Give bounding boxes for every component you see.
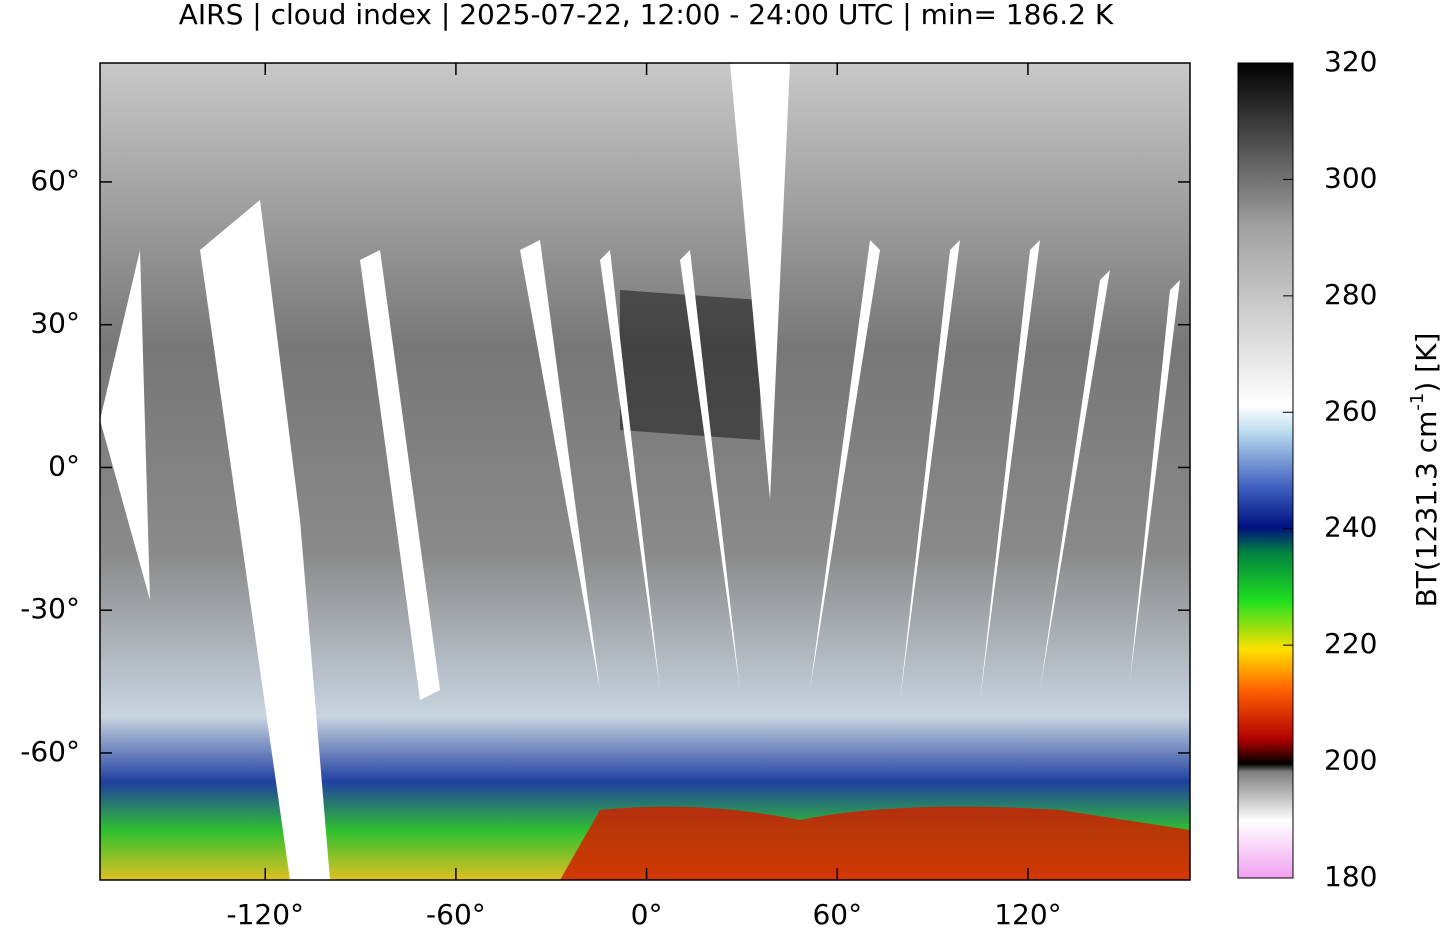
colorbar-tick-label: 260	[1324, 394, 1377, 427]
y-tick-label: 30°	[30, 307, 80, 340]
map-frame	[99, 62, 1191, 881]
x-tick-label: -60°	[426, 898, 486, 930]
y-tick-label: 0°	[48, 449, 80, 482]
colorbar-tick-label: 280	[1324, 278, 1377, 311]
colorbar-tick-label: 240	[1324, 511, 1377, 544]
colorbar-tick-label: 300	[1324, 161, 1377, 194]
x-tick-label: 120°	[994, 898, 1061, 930]
colorbar-label-end: ) [K]	[1410, 333, 1442, 393]
colorbar-tick-label: 220	[1324, 627, 1377, 660]
colorbar-tick-label: 180	[1324, 860, 1377, 893]
title: AIRS | cloud index | 2025-07-22, 12:00 -…	[179, 0, 1114, 31]
y-tick-label: -30°	[20, 592, 80, 625]
x-tick-label: -120°	[226, 898, 304, 930]
colorbar-label-main: BT(1231.3 cm	[1410, 411, 1442, 608]
x-tick-label: 60°	[812, 898, 862, 930]
colorbar	[1237, 62, 1294, 879]
colorbar-tick-label: 320	[1324, 45, 1377, 78]
y-tick-label: -60°	[20, 735, 80, 768]
colorbar-tick-label: 200	[1324, 744, 1377, 777]
x-tick-label: 0°	[631, 898, 663, 930]
y-tick-label: 60°	[30, 164, 80, 197]
colorbar-label-superscript: -1	[1407, 393, 1428, 411]
colorbar-label: BT(1231.3 cm-1) [K]	[1407, 333, 1442, 608]
map-image	[100, 63, 1190, 880]
